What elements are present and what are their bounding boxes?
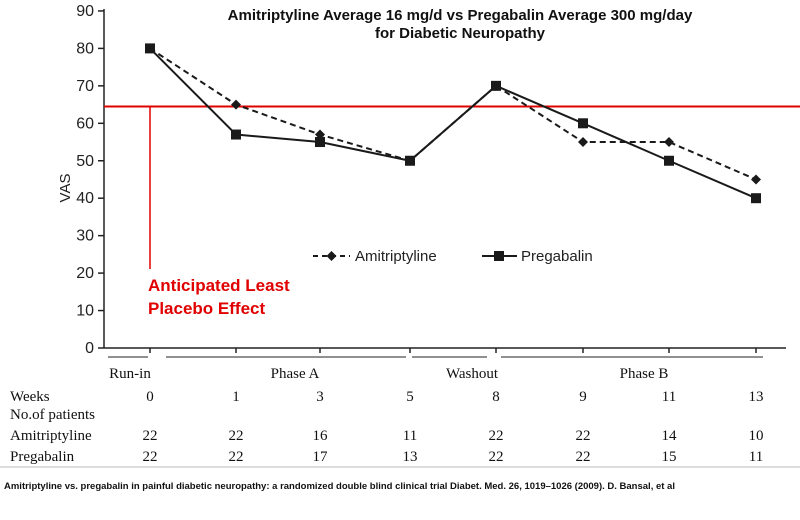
annotation-line-2: Placebo Effect	[148, 299, 265, 318]
series-line-pregabalin	[149, 47, 757, 200]
phase-label-phase-a: Phase A	[271, 366, 320, 382]
series-layer	[145, 43, 761, 204]
point-pregabalin	[145, 43, 155, 54]
point-pregabalin	[751, 193, 761, 204]
x-tick-label: 5	[406, 389, 414, 405]
table-cell-pregabalin: 15	[662, 449, 677, 465]
x-tick-label: 9	[579, 389, 587, 405]
table-cell-amitriptyline: 22	[576, 428, 591, 444]
chart-title-line-2: for Diabetic Neuropathy	[375, 25, 546, 42]
legend-marker-diamond	[326, 251, 337, 261]
phase-bar: Run-in Phase A Washout Phase B	[108, 356, 763, 382]
table-cell-pregabalin: 22	[489, 449, 504, 465]
point-pregabalin	[578, 118, 588, 129]
y-tick-label: 0	[85, 340, 94, 357]
y-tick-label: 20	[76, 265, 94, 282]
y-tick-label: 90	[76, 3, 94, 20]
x-tick-label: 0	[146, 389, 154, 405]
point-pregabalin	[405, 155, 415, 166]
table-cell-amitriptyline: 10	[749, 428, 764, 444]
patient-table: 22 22 16 11 22 22 14 10 22 22 17 13 22 22 15 11	[143, 428, 764, 465]
y-tick-label: 30	[76, 228, 94, 245]
x-tick-label: 3	[316, 389, 324, 405]
point-pregabalin	[231, 129, 241, 140]
x-tick-label: 13	[749, 389, 764, 405]
x-tick-label: 8	[492, 389, 500, 405]
y-tick-label: 70	[76, 78, 94, 95]
point-pregabalin	[491, 80, 501, 91]
table-cell-pregabalin: 11	[749, 449, 763, 465]
phase-label-run-in: Run-in	[109, 366, 151, 382]
point-pregabalin	[664, 155, 674, 166]
source-caption: Amitriptyline vs. pregabalin in painful …	[4, 481, 675, 492]
x-ticks: 0 1 3 5 8 9 11 13	[146, 348, 764, 405]
y-tick-label: 80	[76, 40, 94, 57]
phase-label-washout: Washout	[446, 366, 499, 382]
point-amitriptyline	[231, 99, 241, 110]
table-row-label-pregabalin: Pregabalin	[10, 449, 75, 465]
y-tick-label: 60	[76, 115, 94, 132]
chart-title-line-1: Amitriptyline Average 16 mg/d vs Pregaba…	[228, 7, 693, 24]
y-tick-label: 50	[76, 153, 94, 170]
legend-label-pregabalin: Pregabalin	[521, 248, 593, 265]
table-cell-amitriptyline: 16	[313, 428, 329, 444]
y-tick-label: 10	[76, 303, 94, 320]
point-pregabalin	[315, 137, 325, 148]
x-tick-label: 11	[662, 389, 676, 405]
table-cell-amitriptyline: 11	[403, 428, 417, 444]
table-weeks-label: Weeks	[10, 389, 50, 405]
table-cell-pregabalin: 22	[576, 449, 591, 465]
table-row-label-amitriptyline: Amitriptyline	[10, 428, 92, 444]
table-cell-pregabalin: 13	[403, 449, 418, 465]
table-cell-amitriptyline: 22	[143, 428, 158, 444]
point-amitriptyline	[664, 137, 674, 148]
x-tick-label: 1	[232, 389, 240, 405]
table-cell-pregabalin: 17	[313, 449, 329, 465]
legend-marker-square	[494, 251, 504, 261]
annotation-line-1: Anticipated Least	[148, 276, 290, 295]
table-patients-label: No.of patients	[10, 407, 95, 423]
legend: Amitriptyline Pregabalin	[313, 248, 593, 265]
phase-label-phase-b: Phase B	[620, 366, 669, 382]
y-axis-label: VAS	[57, 174, 74, 203]
y-ticks: 0 10 20 30 40 50 60 70 80 90	[76, 3, 104, 357]
table-cell-amitriptyline: 14	[662, 428, 678, 444]
table-cell-amitriptyline: 22	[229, 428, 244, 444]
legend-label-amitriptyline: Amitriptyline	[355, 248, 437, 265]
table-cell-pregabalin: 22	[229, 449, 244, 465]
point-amitriptyline	[578, 137, 588, 148]
point-amitriptyline	[751, 174, 761, 185]
table-cell-amitriptyline: 22	[489, 428, 504, 444]
y-tick-label: 40	[76, 190, 94, 207]
table-cell-pregabalin: 22	[143, 449, 158, 465]
